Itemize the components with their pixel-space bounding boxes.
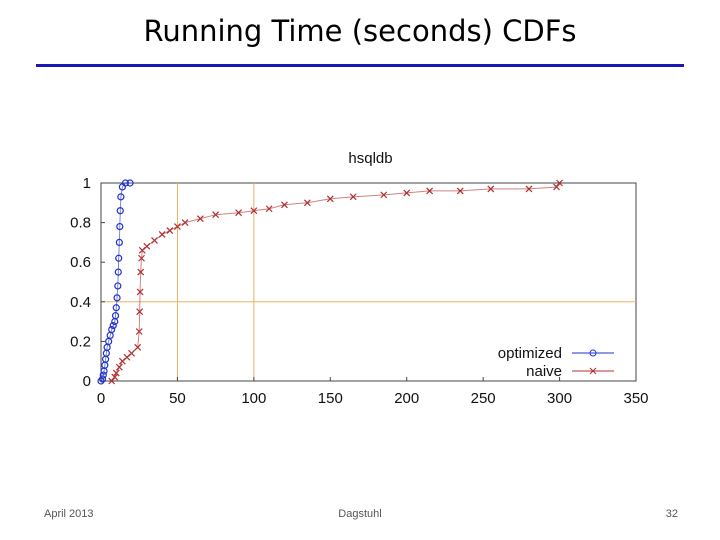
- data-point-naive: [196, 215, 204, 223]
- data-point-naive: [134, 343, 142, 351]
- data-point-naive: [380, 191, 388, 199]
- x-tick-label: 150: [318, 390, 343, 407]
- data-point-naive: [108, 377, 116, 385]
- slide-title: Running Time (seconds) CDFs: [143, 14, 577, 48]
- y-tick-label: 0: [83, 373, 91, 390]
- data-point-naive: [135, 328, 143, 335]
- footer-venue: Dagstuhl: [338, 508, 382, 520]
- data-point-optimized: [114, 282, 122, 290]
- data-point-naive: [138, 254, 145, 262]
- data-point-optimized: [114, 268, 122, 276]
- x-tick-label: 200: [394, 390, 419, 407]
- y-tick-label: 0.2: [70, 333, 91, 350]
- x-tick-label: 50: [169, 390, 186, 407]
- data-point-naive: [151, 236, 158, 244]
- data-point-naive: [136, 308, 144, 316]
- legend-label-optimized: optimized: [498, 345, 562, 362]
- data-point-naive: [137, 268, 145, 276]
- legend-marker-naive: [589, 367, 597, 375]
- data-point-naive: [136, 288, 144, 296]
- data-point-optimized: [116, 207, 124, 215]
- data-point-naive: [143, 242, 151, 250]
- y-tick-label: 0.6: [70, 254, 91, 271]
- data-point-optimized: [115, 238, 123, 246]
- data-point-naive: [349, 193, 357, 201]
- data-point-naive: [403, 189, 411, 197]
- data-point-optimized: [97, 377, 105, 385]
- plot-frame: [100, 182, 637, 382]
- data-point-naive: [181, 219, 189, 227]
- data-point-naive: [128, 349, 135, 357]
- data-point-naive: [115, 363, 123, 371]
- data-point-optimized: [108, 325, 116, 334]
- data-point-optimized: [117, 193, 125, 201]
- x-tick-label: 250: [471, 390, 496, 407]
- legend-label-naive: naive: [526, 363, 562, 380]
- data-point-optimized: [115, 254, 123, 262]
- data-point-naive: [303, 199, 311, 207]
- x-tick-label: 350: [623, 390, 648, 407]
- chart-title: hsqldb: [348, 150, 392, 167]
- data-point-naive: [456, 187, 464, 195]
- slide-number: 32: [665, 508, 678, 520]
- data-point-naive: [265, 205, 273, 213]
- data-point-naive: [250, 207, 258, 215]
- data-point-naive: [487, 185, 495, 193]
- x-tick-label: 0: [97, 390, 105, 407]
- data-point-optimized: [113, 294, 121, 302]
- data-point-naive: [553, 183, 560, 191]
- data-point-naive: [212, 211, 220, 219]
- legend-marker-optimized: [589, 349, 597, 357]
- data-point-optimized: [111, 312, 120, 320]
- series-line-naive: [111, 182, 560, 382]
- data-point-naive: [426, 187, 434, 195]
- data-point-naive: [281, 201, 288, 209]
- data-point-naive: [174, 223, 181, 230]
- data-point-naive: [556, 179, 563, 187]
- y-tick-label: 0.8: [70, 215, 91, 232]
- data-point-naive: [111, 373, 119, 381]
- data-point-optimized: [112, 304, 120, 312]
- x-tick-label: 100: [241, 390, 266, 407]
- y-tick-label: 0.4: [70, 294, 91, 311]
- data-point-naive: [326, 195, 334, 203]
- data-point-naive: [525, 185, 533, 193]
- x-tick-label: 300: [547, 390, 572, 407]
- title-underline: [36, 64, 684, 67]
- y-tick-label: 1: [83, 175, 91, 192]
- data-point-optimized: [121, 179, 130, 187]
- data-point-optimized: [116, 222, 124, 231]
- data-point-naive: [235, 209, 242, 217]
- data-point-naive: [166, 227, 174, 234]
- data-point-naive: [112, 369, 120, 377]
- data-point-optimized: [98, 375, 107, 383]
- data-point-optimized: [126, 179, 134, 187]
- footer-date: April 2013: [44, 508, 94, 520]
- data-point-naive: [158, 231, 166, 238]
- data-point-optimized: [109, 321, 117, 330]
- series-line-optimized: [100, 182, 130, 382]
- data-point-optimized: [99, 371, 107, 379]
